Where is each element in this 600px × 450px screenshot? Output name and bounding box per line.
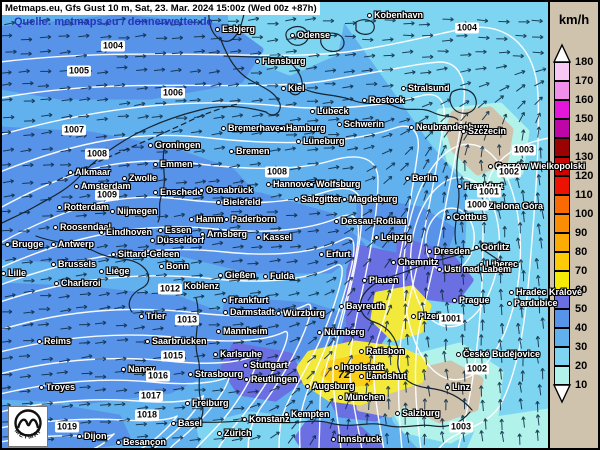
metmaps-logo: METMAPS [6,402,48,447]
nl-de-border [157,145,166,223]
belgium-border [35,235,150,313]
isobar-line-1006 [0,94,445,450]
gust-region-10-20 [466,408,553,450]
isobar-line-1019 [0,433,115,450]
metmaps-logo-icon: METMAPS [6,402,43,441]
isobar-line-1017 [0,395,205,450]
isobar-line-1002 [402,143,522,381]
source-credit: Quelle: metmaps.eu / donnerwetter.de [14,16,213,28]
title-bar: Metmaps.eu, Gfs Gust 10 m, Sat, 23. Mar.… [2,2,320,15]
map-frame-divider [548,0,550,450]
ruegen-island [449,88,477,114]
scale-sidebar [550,0,598,450]
isobar-line-1015 [0,353,260,450]
gust-region-40-50 [134,182,366,274]
dk-de-border [223,55,283,59]
isobar-line [0,330,289,450]
gust-region-40-50 [0,14,264,100]
rhine-border [195,297,204,429]
map-title: Metmaps.eu, Gfs Gust 10 m, Sat, 23. Mar.… [5,3,317,14]
wind-arrow-field [0,16,547,446]
isobar-line-1013 [0,303,312,450]
isobar-line [0,237,355,450]
baltic-coastline [281,55,459,121]
scale-unit-label: km/h [558,12,590,27]
isobar-line-1016 [0,376,230,450]
isobar-line-1012 [0,264,343,450]
isobar-line [0,214,360,450]
isobar-line-1009 [0,187,363,450]
oder-border [454,121,467,245]
gust-region-60-70 [370,285,432,342]
isobar-line-1005 [0,61,465,450]
danish-islands [285,19,375,53]
german-bight-coastline [220,39,281,116]
isobar-line-1007 [0,125,419,450]
